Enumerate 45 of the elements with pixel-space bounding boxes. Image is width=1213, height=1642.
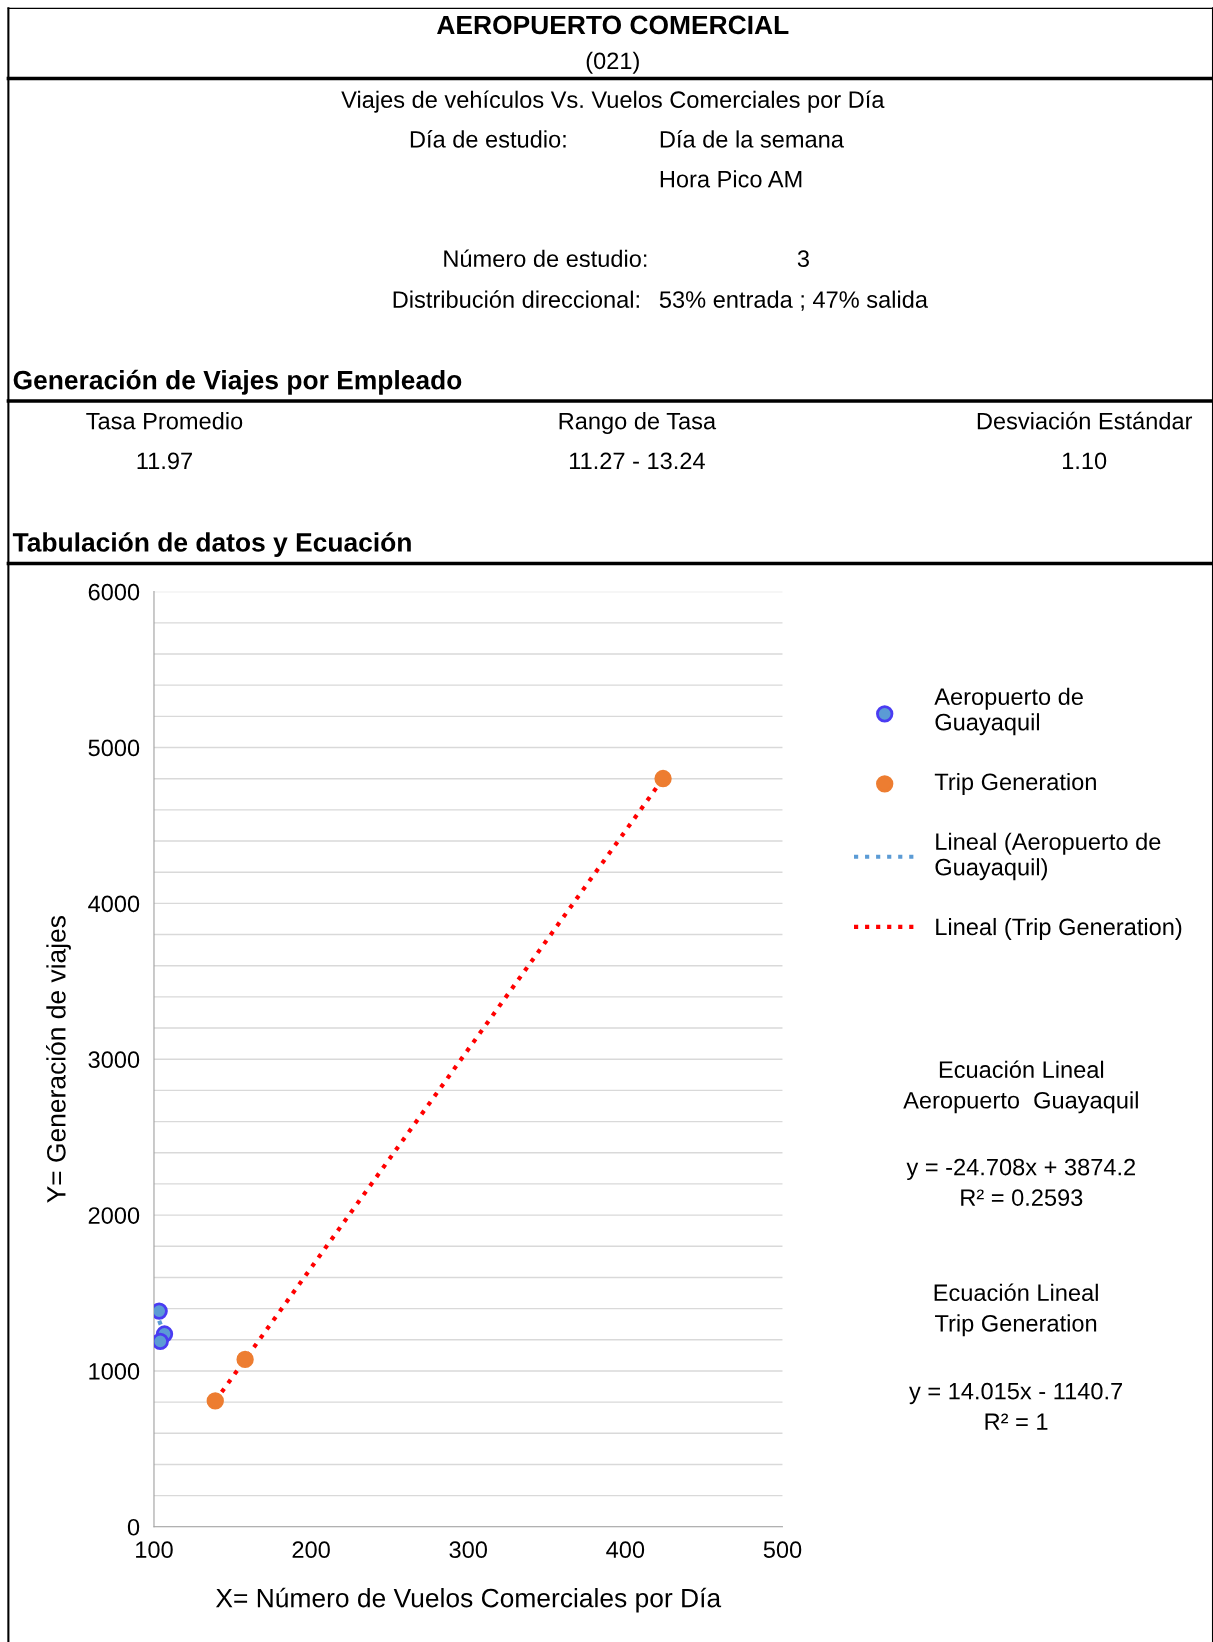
text: 1.10 — [1062, 452, 1107, 470]
x-tick-label: 300 — [449, 1541, 488, 1559]
text: Tasa Promedio — [86, 412, 243, 430]
text: Tabulación de datos y Ecuación — [12, 532, 411, 557]
text: Día de la semana — [660, 130, 844, 148]
y-tick-label: 6000 — [88, 583, 140, 601]
text: Día de estudio: — [410, 130, 566, 148]
y-tick-label: 0 — [127, 1518, 140, 1536]
text: Generación de Viajes por Empleado — [13, 369, 462, 395]
x-tick-label: 100 — [136, 1541, 173, 1559]
y-tick-label: 3000 — [88, 1051, 140, 1069]
text: Viajes de vehículos Vs. Vuelos Comerciales por Día — [341, 90, 885, 113]
y-tick-label: 4000 — [88, 895, 140, 913]
point — [153, 1302, 168, 1320]
point — [654, 769, 672, 788]
text: 11.27 - 13.24 — [569, 452, 705, 470]
y-tick-label: 2000 — [88, 1207, 140, 1224]
text: 11.97 — [137, 452, 192, 470]
point — [206, 1392, 224, 1410]
legend-label: Aeropuerto de Guayaquil — [934, 687, 1083, 736]
legend-label: Lineal (Aeropuerto de Guayaquil) — [935, 832, 1161, 881]
chart-title: AEROPUERTO COMERCIAL — [437, 15, 789, 35]
text: Desviación Estándar — [977, 411, 1193, 430]
text: Rango de Tasa — [559, 412, 717, 435]
text: Distribución direccional: — [393, 290, 639, 308]
legend-label: Trip Generation — [934, 772, 1096, 795]
text: 3 — [797, 250, 809, 268]
text: Ecuación Lineal Trip Generation — [934, 1283, 1098, 1337]
y-tick-label: 5000 — [88, 739, 140, 757]
text: Ecuación Lineal Aeropuerto Guayaquil — [903, 1060, 1138, 1114]
point — [153, 1332, 169, 1351]
y-tick-label: 1000 — [89, 1363, 140, 1380]
chart-subtitle: (021) — [586, 51, 639, 74]
text: Número de estudio: — [444, 249, 647, 268]
point — [236, 1350, 254, 1369]
y-axis-title: Y= Generación de viajes — [46, 916, 71, 1203]
text: Hora Pico AM — [660, 170, 802, 188]
text: 53% entrada ; 47% salida — [659, 290, 928, 311]
x-axis-title: X= Número de Vuelos Comerciales por Día — [215, 1587, 722, 1613]
text: y = 14.015x - 1140.7 R² = 1 — [909, 1382, 1122, 1430]
x-tick-label: 400 — [606, 1541, 645, 1559]
text: y = -24.708x + 3874.2 R² = 0.2593 — [906, 1158, 1135, 1206]
x-tick-label: 200 — [292, 1541, 330, 1559]
x-tick-label: 500 — [763, 1541, 802, 1559]
legend-label: Lineal (Trip Generation) — [936, 917, 1182, 940]
